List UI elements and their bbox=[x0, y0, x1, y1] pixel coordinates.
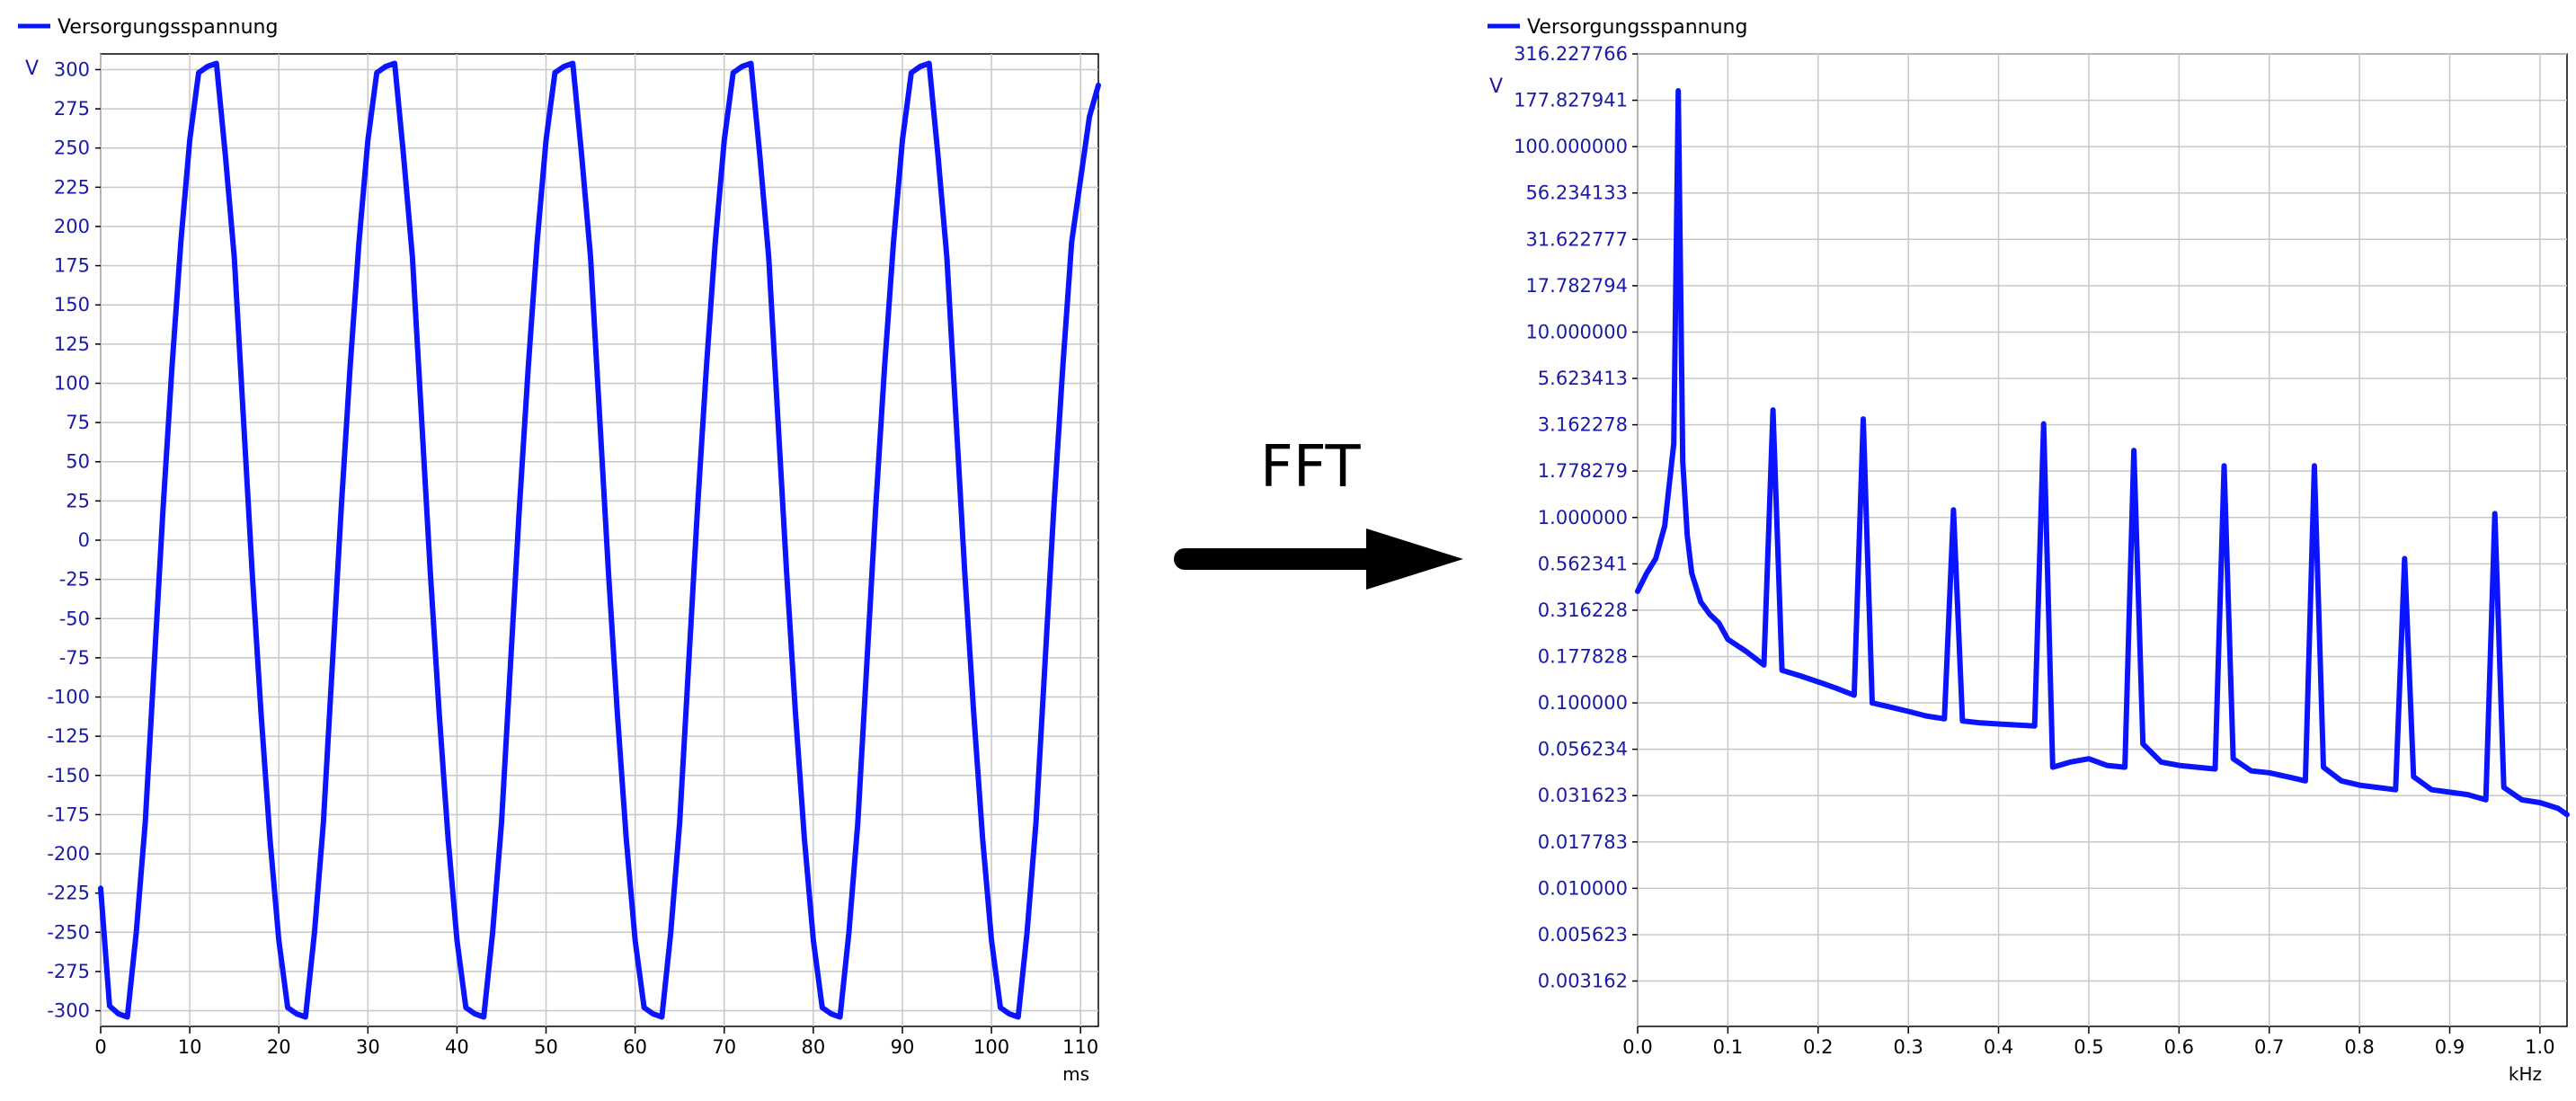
x-tick-label: 0.4 bbox=[1984, 1036, 2013, 1058]
x-tick-label: 110 bbox=[1062, 1036, 1098, 1058]
y-tick-label: 0.056234 bbox=[1538, 739, 1628, 760]
y-tick-label: 75 bbox=[66, 412, 90, 433]
y-tick-label: 17.782794 bbox=[1525, 275, 1628, 297]
y-tick-label: -75 bbox=[59, 647, 90, 669]
x-tick-label: 70 bbox=[712, 1036, 736, 1058]
y-tick-label: 5.623413 bbox=[1538, 368, 1628, 389]
y-unit-label: V bbox=[25, 58, 39, 80]
x-tick-label: 80 bbox=[801, 1036, 825, 1058]
y-tick-label: -250 bbox=[47, 921, 90, 943]
time-domain-chart: Versorgungsspannung 0 10 20 30 40 50 60 70 80 90 10… bbox=[18, 16, 1101, 1085]
x-tick-label: 10 bbox=[178, 1036, 202, 1058]
y-tick-label: 300 bbox=[54, 58, 90, 80]
x-tick-label: 0.9 bbox=[2435, 1036, 2465, 1058]
x-tick-label: 0.2 bbox=[1803, 1036, 1833, 1058]
x-tick-label: 0.6 bbox=[2164, 1036, 2194, 1058]
y-tick-label: 0.100000 bbox=[1538, 692, 1628, 714]
x-unit-label: ms bbox=[1062, 1063, 1089, 1085]
x-tick-label: 0.5 bbox=[2074, 1036, 2103, 1058]
y-tick-label: 175 bbox=[54, 255, 90, 277]
y-tick-label: 25 bbox=[66, 490, 90, 511]
x-tick-label: 40 bbox=[445, 1036, 469, 1058]
y-tick-label: 31.622777 bbox=[1525, 228, 1628, 250]
y-tick-label: 0.010000 bbox=[1538, 877, 1628, 899]
y-tick-label: -125 bbox=[47, 725, 90, 747]
y-tick-label: 250 bbox=[54, 138, 90, 159]
y-tick-label: -275 bbox=[47, 961, 90, 982]
legend-label: Versorgungsspannung bbox=[1527, 16, 1747, 39]
x-tick-label: 0 bbox=[94, 1036, 106, 1058]
y-tick-label: 316.227766 bbox=[1514, 43, 1628, 65]
fft-arrow bbox=[1174, 528, 1463, 590]
y-tick-label: -100 bbox=[47, 687, 90, 708]
x-tick-label: 100 bbox=[973, 1036, 1009, 1058]
y-tick-label: -175 bbox=[47, 804, 90, 825]
x-tick-label: 50 bbox=[534, 1036, 558, 1058]
y-tick-label: 200 bbox=[54, 216, 90, 237]
y-tick-label: 0.316228 bbox=[1538, 599, 1628, 621]
x-tick-label: 0.1 bbox=[1713, 1036, 1743, 1058]
x-tick-label: 90 bbox=[891, 1036, 915, 1058]
y-tick-label: 3.162278 bbox=[1538, 414, 1628, 436]
y-tick-label: 56.234133 bbox=[1525, 182, 1628, 204]
y-tick-label: 1.000000 bbox=[1538, 507, 1628, 528]
y-tick-label: 100 bbox=[54, 372, 90, 394]
frequency-spectrum-chart: Versorgungsspannung 0.0 0.1 0.2 0.3 0.4 0.5 0.6… bbox=[1488, 16, 2570, 1085]
y-tick-label: 10.000000 bbox=[1525, 321, 1628, 342]
y-tick-label: 0.177828 bbox=[1538, 645, 1628, 667]
y-tick-label: 50 bbox=[66, 451, 90, 473]
y-tick-label: -25 bbox=[59, 569, 90, 590]
x-tick-label: 0.0 bbox=[1622, 1036, 1652, 1058]
legend-label: Versorgungsspannung bbox=[58, 16, 278, 39]
y-tick-label: 100.000000 bbox=[1514, 136, 1628, 157]
y-tick-label: 275 bbox=[54, 98, 90, 120]
y-tick-label: 177.827941 bbox=[1514, 90, 1628, 111]
x-tick-label: 20 bbox=[267, 1036, 291, 1058]
x-tick-label: 0.3 bbox=[1893, 1036, 1923, 1058]
plot-area bbox=[1637, 53, 2568, 1027]
y-tick-label: -200 bbox=[47, 843, 90, 865]
y-tick-label: -225 bbox=[47, 883, 90, 904]
x-tick-label: 0.8 bbox=[2344, 1036, 2374, 1058]
y-tick-label: 1.778279 bbox=[1538, 460, 1628, 482]
x-tick-label: 30 bbox=[356, 1036, 380, 1058]
y-tick-label: -300 bbox=[47, 1000, 90, 1022]
y-unit-label: V bbox=[1489, 75, 1503, 98]
y-tick-label: -50 bbox=[59, 608, 90, 629]
y-tick-label: 0.003162 bbox=[1538, 971, 1628, 992]
y-tick-label: 0 bbox=[78, 529, 90, 551]
series-line bbox=[1635, 88, 2570, 818]
y-tick-label: 0.017783 bbox=[1538, 831, 1628, 853]
y-tick-label: 225 bbox=[54, 176, 90, 198]
x-unit-label: kHz bbox=[2509, 1063, 2542, 1085]
y-tick-label: 150 bbox=[54, 294, 90, 315]
x-tick-label: 60 bbox=[623, 1036, 647, 1058]
series-line bbox=[98, 60, 1101, 1020]
x-tick-label: 1.0 bbox=[2525, 1036, 2554, 1058]
y-tick-label: 0.031623 bbox=[1538, 785, 1628, 806]
y-tick-label: 125 bbox=[54, 333, 90, 355]
y-tick-label: 0.562341 bbox=[1538, 553, 1628, 574]
fft-label: FFT bbox=[1260, 434, 1361, 501]
y-tick-label: -150 bbox=[47, 765, 90, 786]
y-tick-label: 0.005623 bbox=[1538, 924, 1628, 946]
x-tick-label: 0.7 bbox=[2254, 1036, 2284, 1058]
